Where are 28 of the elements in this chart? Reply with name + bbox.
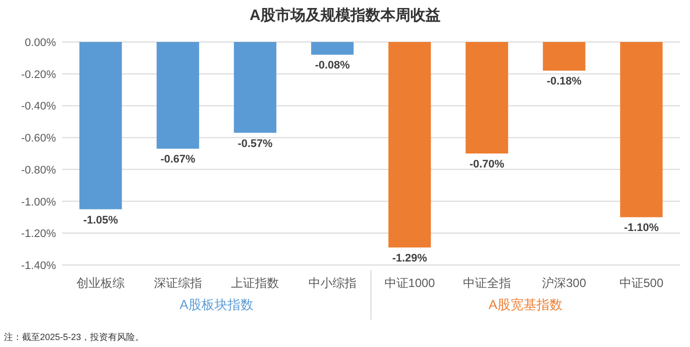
x-tick-label: 中证500 [619, 276, 664, 290]
x-tick-label: 深证综指 [154, 276, 202, 290]
data-label: -0.08% [314, 60, 350, 72]
data-label: -1.10% [624, 222, 660, 234]
text: A股宽基指数 [488, 297, 562, 312]
y-tick-label: 0.00% [24, 37, 56, 49]
x-tick-label: 中证全指 [462, 276, 511, 290]
x-tick-label: 上证指数 [231, 276, 280, 290]
y-tick-label: -0.80% [21, 164, 56, 176]
x-tick-label: 中小综指 [308, 276, 356, 290]
data-label: -1.05% [83, 214, 118, 226]
data-label: -0.67% [160, 154, 196, 166]
y-tick-label: -1.20% [21, 228, 56, 240]
x-tick-label: 创业板综 [76, 276, 125, 290]
y-tick-label: -0.40% [21, 100, 56, 113]
y-tick-label: -0.20% [21, 68, 56, 81]
data-label: -0.70% [469, 158, 505, 170]
data-label: -0.18% [546, 76, 582, 88]
y-tick-label: -1.40% [21, 260, 56, 272]
x-tick-label: 沪深300 [542, 276, 586, 290]
text: A股板块指数 [180, 297, 254, 312]
y-tick-label: -0.60% [21, 132, 56, 145]
text: 注：截至2025-5-23，投资有风险。 [4, 332, 144, 342]
data-label: -0.57% [238, 138, 273, 150]
x-tick-label: 中证1000 [384, 276, 436, 290]
chart-title: A股市场及规模指数本周收益 [250, 6, 440, 24]
y-tick-label: -1.00% [21, 196, 56, 208]
data-label: -1.29% [392, 252, 428, 264]
